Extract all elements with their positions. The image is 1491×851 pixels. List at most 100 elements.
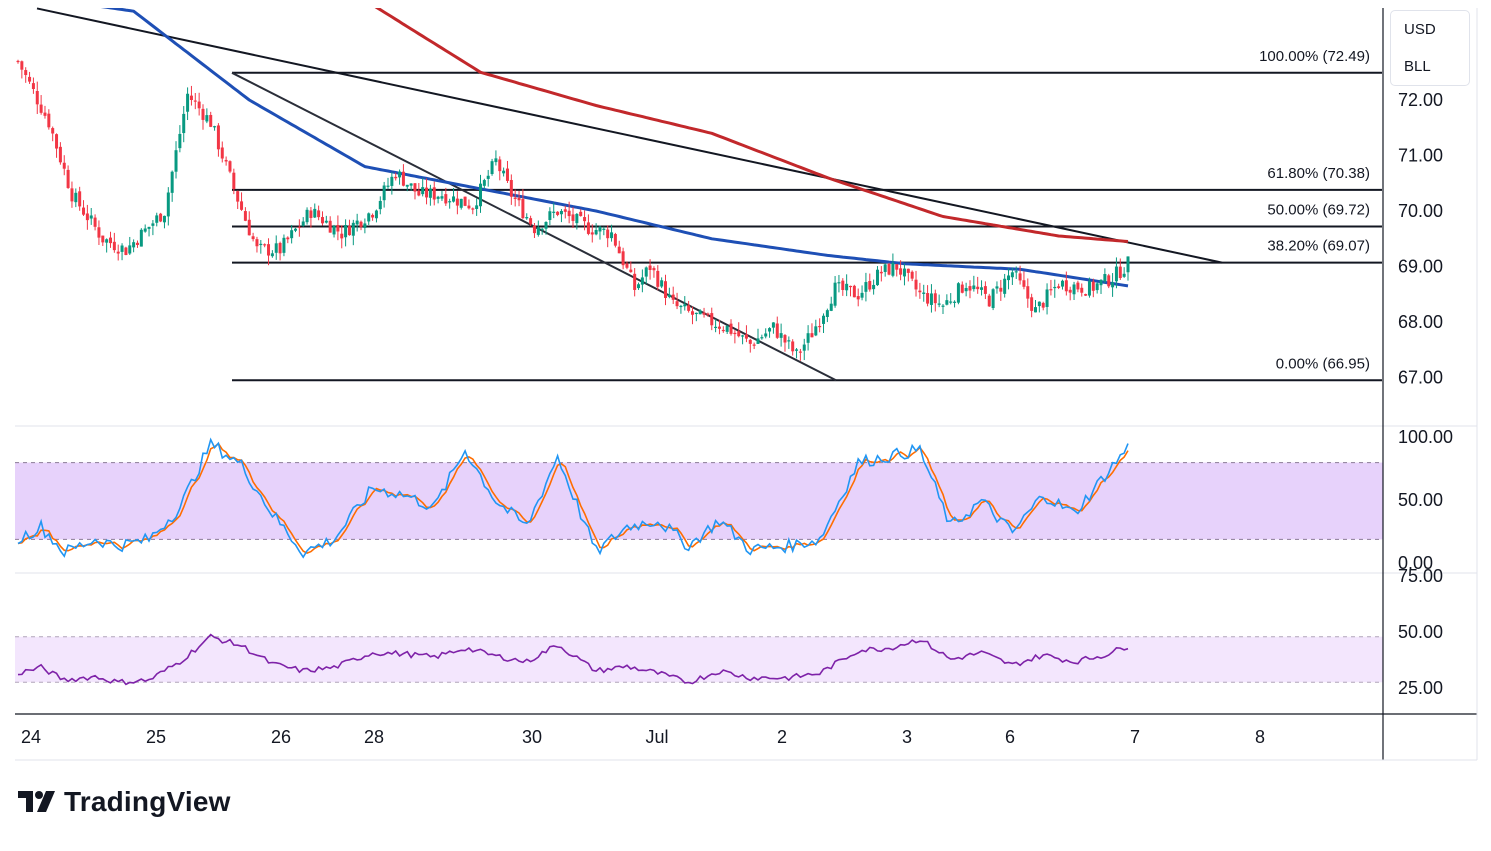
time-tick-label: 6 [1005, 727, 1015, 747]
candle-body [575, 213, 579, 224]
candle-body [162, 215, 166, 223]
candle-body [20, 61, 24, 70]
candle-body [355, 220, 359, 225]
candle-body [170, 171, 174, 193]
candle-body [1103, 274, 1107, 282]
time-axis[interactable]: 24 25 26 28 30 Jul 2 3 6 7 8 [21, 727, 1265, 747]
candle-body [1045, 289, 1049, 307]
candle-body [741, 335, 745, 337]
candle-body [224, 159, 228, 162]
candle-body [440, 196, 444, 199]
candle-body [544, 222, 548, 229]
candle-body [902, 268, 906, 277]
candle-body [475, 205, 479, 209]
candle-body [182, 113, 186, 134]
candle-body [467, 205, 471, 209]
candle-body [556, 211, 560, 215]
candle-body [721, 329, 725, 332]
candle-body [1111, 282, 1115, 288]
candle-body [351, 222, 355, 236]
candle-body [82, 207, 86, 215]
candle-body [155, 215, 159, 223]
candle-body [70, 188, 74, 202]
candle-body [640, 277, 644, 285]
candle-body [610, 232, 614, 239]
candle-body [606, 229, 610, 239]
candle-body [143, 228, 147, 232]
candle-body [259, 243, 263, 246]
candle-body [563, 209, 567, 212]
candle-body [85, 213, 89, 221]
candle-body [371, 214, 375, 218]
candle-body [629, 269, 633, 273]
candle-body [760, 337, 764, 339]
price-axis[interactable]: 72.00 71.00 70.00 69.00 68.00 67.00 100.00 50.0… [1398, 90, 1453, 698]
candle-body [922, 292, 926, 294]
candle-body [278, 242, 282, 254]
candle-body [1076, 282, 1080, 290]
candle-body [891, 262, 895, 276]
rsi-line [17, 633, 1129, 686]
candle-body [47, 113, 51, 128]
candle-body [656, 270, 660, 287]
rsi-tick-label: 50.00 [1398, 622, 1443, 642]
candle-body [490, 161, 494, 175]
candle-body [1126, 256, 1130, 273]
candle-body [937, 303, 941, 305]
candle-body [66, 169, 70, 188]
time-tick-label: 8 [1255, 727, 1265, 747]
candle-body [340, 233, 344, 239]
candle-body [856, 296, 860, 300]
candle-body [879, 271, 883, 274]
candle-body [448, 201, 452, 203]
candle-body [309, 210, 313, 218]
candle-body [294, 228, 297, 231]
candle-body [39, 104, 43, 113]
candle-body [933, 293, 937, 304]
candle-body [1003, 278, 1007, 294]
candle-body [690, 311, 694, 315]
symbol-label: BLL [1404, 58, 1431, 75]
candle-body [347, 225, 351, 236]
candle-body [791, 341, 795, 352]
candle-body [409, 183, 413, 186]
tradingview-logo: TradingView [18, 786, 231, 818]
candle-body [991, 289, 995, 309]
candle-body [822, 315, 826, 324]
candle-body [1114, 266, 1118, 282]
candle-body [247, 219, 251, 236]
candle-body [1022, 280, 1026, 287]
candle-body [16, 60, 20, 63]
candle-body [702, 312, 706, 315]
candle-body [405, 184, 409, 187]
candle-body [625, 263, 629, 268]
candle-body [1095, 283, 1099, 291]
candle-body [517, 197, 521, 201]
candle-body [540, 228, 544, 230]
candle-body [401, 171, 405, 186]
candle-body [186, 93, 190, 112]
candle-body [1041, 302, 1045, 308]
candle-body [667, 294, 671, 297]
candle-body [617, 246, 621, 254]
moving-averages [100, 8, 1129, 288]
candle-body [305, 209, 309, 223]
candle-body [128, 245, 132, 254]
candle-body [664, 281, 667, 298]
candle-body [482, 180, 486, 186]
candle-body [918, 290, 922, 293]
candle-body [949, 301, 953, 303]
candle-body [1107, 275, 1111, 287]
tradingview-logo-icon [18, 791, 55, 812]
stochastic-tick-label: 50.00 [1398, 490, 1443, 510]
candle-body [714, 326, 718, 329]
currency-unit-box[interactable]: USD BLL [1390, 10, 1470, 86]
candle-body [216, 125, 220, 150]
candle-body [1010, 272, 1014, 278]
candle-body [895, 264, 899, 270]
candle-body [814, 326, 818, 336]
price-tick-label: 71.00 [1398, 146, 1443, 166]
candlesticks[interactable] [16, 59, 1130, 361]
time-tick-label: 24 [21, 727, 41, 747]
